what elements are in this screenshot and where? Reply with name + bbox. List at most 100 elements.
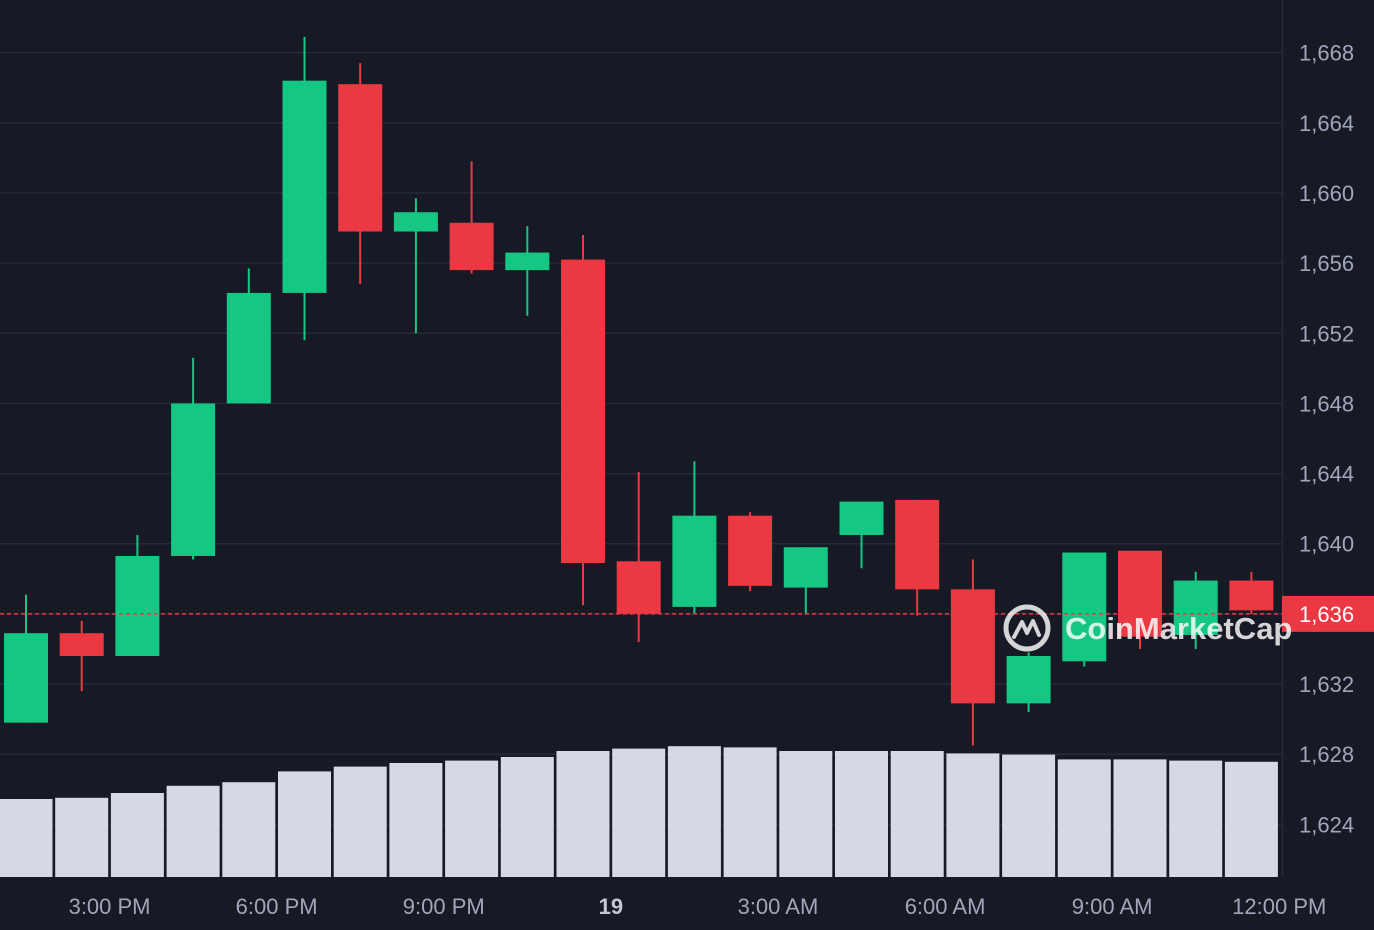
candle-up[interactable] [783,547,828,614]
volume-bar [166,785,220,877]
candle-down[interactable] [895,499,940,616]
volume-bar [500,757,554,877]
candle-body [505,252,550,271]
x-tick-label: 19 [599,894,623,919]
candle-body [783,547,828,588]
candle-body [839,501,884,535]
current-price-indicator: 1,636 [0,595,1374,632]
volume-bar [723,747,777,877]
coinmarketcap-logo-icon [1003,604,1051,652]
candle-body [895,499,940,590]
candle-body [226,292,271,404]
volume-bar [389,763,443,877]
candle-body [1062,552,1107,662]
candle-up[interactable] [505,226,550,316]
watermark-text: CoinMarketCap [1065,611,1292,646]
x-tick-label: 9:00 PM [403,894,485,919]
candle-up[interactable] [1006,652,1051,713]
volume-bar [667,746,721,877]
y-tick-label: 1,668 [1299,41,1354,66]
current-price-label: 1,636 [1299,602,1354,627]
candle-body [59,633,104,656]
x-tick-label: 3:00 AM [738,894,819,919]
candle-body [1229,580,1274,611]
y-tick-label: 1,628 [1299,742,1354,767]
y-tick-label: 1,660 [1299,181,1354,206]
y-tick-label: 1,632 [1299,672,1354,697]
candle-body [4,633,48,723]
volume-bar [779,751,833,877]
candle-down[interactable] [59,620,104,692]
y-tick-label: 1,648 [1299,391,1354,416]
volume-bar [1224,761,1278,877]
volume-bar [1057,759,1111,877]
volume-bar [0,799,53,877]
candle-body [1006,655,1051,704]
volume-bar [110,793,164,877]
candle-up[interactable] [282,36,327,341]
volume-bar [222,782,276,877]
candle-up[interactable] [1173,571,1218,649]
candle-down[interactable] [950,559,995,746]
candle-body [950,589,995,704]
candle-up[interactable] [839,501,884,569]
candle-down[interactable] [561,235,605,606]
candle-body [561,259,605,564]
candle-down[interactable] [1118,550,1162,649]
volume-bar [278,771,331,877]
candle-body [115,556,160,656]
y-tick-label: 1,664 [1299,111,1354,136]
y-tick-label: 1,656 [1299,251,1354,276]
y-tick-label: 1,652 [1299,321,1354,346]
x-axis: 3:00 PM 6:00 PM 9:00 PM 19 3:00 AM 6:00 AM 9:0… [69,894,1327,919]
candle-body [338,84,383,232]
candle-down[interactable] [338,63,383,285]
candle-up[interactable] [393,198,438,334]
y-axis: 1,624 1,628 1,632 1,640 1,644 1,648 1,652 1,656… [1299,41,1354,838]
x-tick-label: 6:00 PM [236,894,318,919]
y-tick-label: 1,644 [1299,462,1354,487]
x-tick-label: 3:00 PM [69,894,151,919]
volume-layer [0,746,1278,877]
volume-bar [333,766,387,877]
y-tick-label: 1,640 [1299,532,1354,557]
x-tick-label: 9:00 AM [1072,894,1153,919]
volume-bar [946,753,1000,877]
candle-body [672,515,717,607]
volume-bar [55,797,109,877]
candle-body [616,561,661,614]
candle-up[interactable] [672,461,717,614]
candle-up[interactable] [115,534,160,656]
candle-up[interactable] [226,268,271,404]
candle-body [393,212,438,232]
candle-down[interactable] [616,471,661,642]
candle-body [1118,550,1162,637]
volume-bar [1113,759,1167,877]
candle-up[interactable] [1062,552,1107,667]
candle-up[interactable] [4,594,48,723]
volume-bar [890,751,944,877]
volume-bar [612,748,666,877]
volume-bar [445,760,499,877]
candle-down[interactable] [728,512,773,592]
x-tick-label: 6:00 AM [905,894,986,919]
y-tick-label: 1,624 [1299,812,1354,837]
volume-bar [1002,754,1056,877]
candle-body [1173,580,1218,635]
candle-down[interactable] [449,161,494,274]
watermark: CoinMarketCap [1003,604,1292,652]
volume-bar [556,751,610,877]
candle-layer [4,36,1274,746]
x-tick-label: 12:00 PM [1232,894,1326,919]
candle-body [449,222,494,271]
candle-body [728,515,773,586]
candle-body [171,403,216,557]
candle-body [282,80,327,293]
volume-bar [835,751,888,877]
volume-bar [1169,760,1223,877]
candle-up[interactable] [171,357,216,560]
candle-down[interactable] [1229,571,1274,614]
current-price-badge [1282,595,1374,632]
